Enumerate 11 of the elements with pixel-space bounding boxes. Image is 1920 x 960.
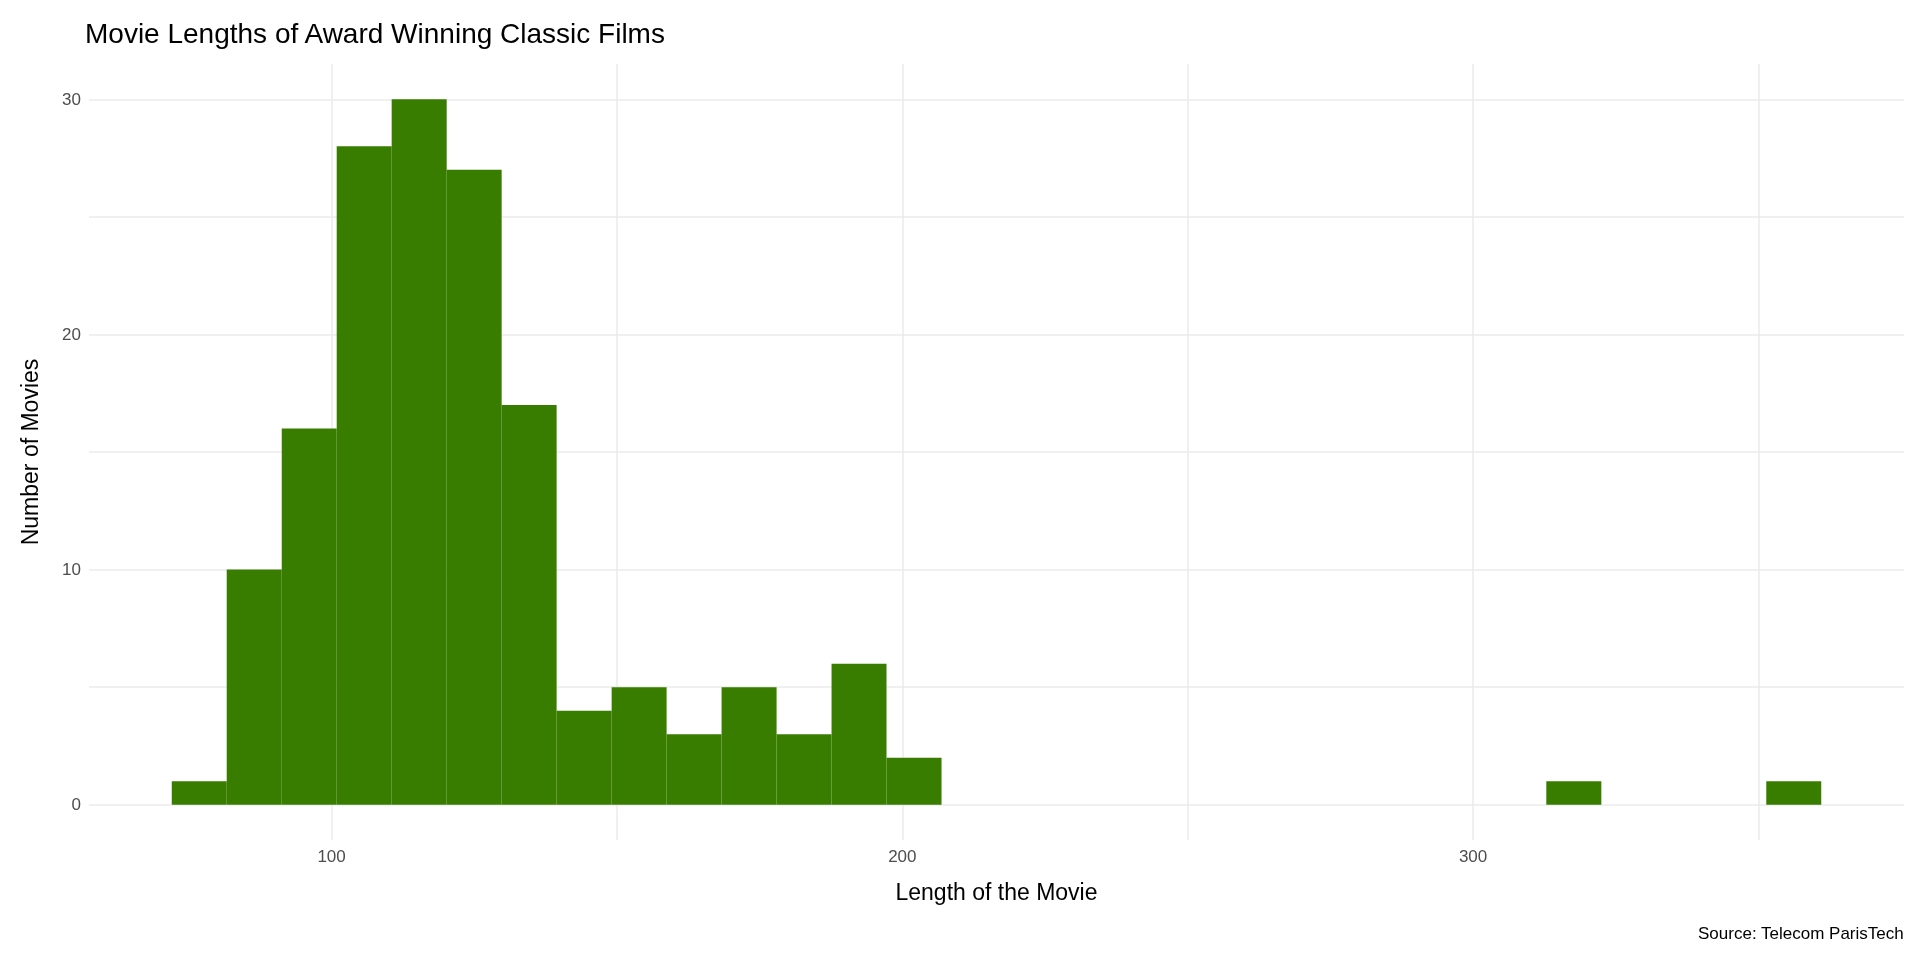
y-tick-label: 0 — [71, 795, 81, 815]
y-tick-label: 20 — [62, 324, 81, 344]
source-note: Source: Telecom ParisTech — [1698, 924, 1904, 943]
chart-title: Movie Lengths of Award Winning Classic Films — [85, 17, 665, 49]
y-tick-label: 10 — [62, 560, 81, 580]
x-tick-label: 200 — [888, 847, 917, 866]
y-axis-title: Number of Movies — [16, 358, 43, 546]
x-tick-label: 100 — [317, 847, 346, 866]
y-tick-label: 30 — [62, 89, 81, 109]
x-axis-title: Length of the Movie — [895, 878, 1098, 905]
x-tick-label: 300 — [1458, 847, 1488, 866]
